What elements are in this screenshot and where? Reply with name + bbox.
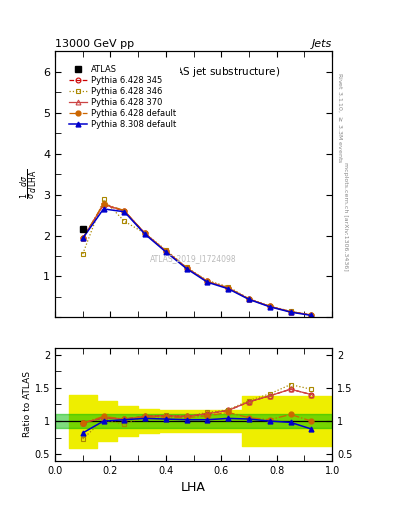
Pythia 8.308 default: [226, 286, 231, 292]
Pythia 8.308 default: [288, 309, 293, 315]
Pythia 6.428 346: [267, 303, 272, 309]
Pythia 6.428 default: [226, 285, 231, 291]
Line: Pythia 6.428 345: Pythia 6.428 345: [80, 202, 314, 317]
Pythia 6.428 default: [267, 303, 272, 309]
Pythia 6.428 346: [184, 264, 189, 270]
Pythia 6.428 346: [122, 218, 127, 224]
Pythia 6.428 370: [309, 312, 314, 318]
Pythia 8.308 default: [309, 312, 314, 318]
Line: Pythia 6.428 default: Pythia 6.428 default: [80, 201, 314, 317]
Pythia 8.308 default: [143, 231, 147, 238]
Pythia 6.428 345: [309, 312, 314, 318]
Pythia 6.428 default: [101, 201, 106, 207]
Pythia 6.428 345: [288, 309, 293, 315]
Pythia 6.428 370: [288, 309, 293, 315]
Pythia 8.308 default: [205, 279, 210, 285]
Text: ATLAS_2019_I1724098: ATLAS_2019_I1724098: [150, 254, 237, 263]
Pythia 6.428 default: [205, 279, 210, 285]
Text: Jets: Jets: [312, 38, 332, 49]
X-axis label: LHA: LHA: [181, 481, 206, 494]
Pythia 8.308 default: [184, 266, 189, 272]
Pythia 8.308 default: [247, 296, 252, 303]
Pythia 6.428 345: [81, 236, 85, 242]
Pythia 6.428 346: [101, 197, 106, 203]
Pythia 6.428 default: [122, 207, 127, 214]
Legend: ATLAS, Pythia 6.428 345, Pythia 6.428 346, Pythia 6.428 370, Pythia 6.428 defaul: ATLAS, Pythia 6.428 345, Pythia 6.428 34…: [65, 61, 180, 134]
Pythia 6.428 345: [205, 279, 210, 285]
Text: 13000 GeV pp: 13000 GeV pp: [55, 38, 134, 49]
Pythia 6.428 346: [309, 312, 314, 318]
Pythia 6.428 346: [205, 278, 210, 284]
Pythia 6.428 370: [226, 285, 231, 291]
Pythia 6.428 370: [184, 265, 189, 271]
Pythia 6.428 370: [143, 230, 147, 237]
Text: Rivet 3.1.10, $\geq$ 3.3M events: Rivet 3.1.10, $\geq$ 3.3M events: [336, 72, 343, 163]
Pythia 6.428 370: [163, 248, 168, 254]
Line: Pythia 6.428 370: Pythia 6.428 370: [80, 202, 314, 317]
Text: LHA $\lambda^1_{0.5}$ (ATLAS jet substructure): LHA $\lambda^1_{0.5}$ (ATLAS jet substru…: [107, 65, 280, 81]
Y-axis label: Ratio to ATLAS: Ratio to ATLAS: [23, 372, 32, 437]
Pythia 6.428 345: [226, 285, 231, 291]
Text: mcplots.cern.ch [arXiv:1306.3436]: mcplots.cern.ch [arXiv:1306.3436]: [343, 162, 348, 271]
Pythia 6.428 345: [247, 296, 252, 302]
Y-axis label: $\frac{1}{\sigma}\frac{d\sigma}{d\,\mathrm{LHA}}$: $\frac{1}{\sigma}\frac{d\sigma}{d\,\math…: [19, 169, 40, 199]
Pythia 8.308 default: [163, 249, 168, 255]
Pythia 6.428 default: [247, 296, 252, 302]
Pythia 6.428 default: [288, 309, 293, 315]
Pythia 6.428 370: [247, 296, 252, 302]
Pythia 6.428 default: [309, 312, 314, 318]
Pythia 6.428 346: [288, 308, 293, 314]
Pythia 6.428 345: [267, 303, 272, 309]
Line: Pythia 8.308 default: Pythia 8.308 default: [80, 206, 314, 318]
Pythia 8.308 default: [81, 236, 85, 242]
Line: Pythia 6.428 346: Pythia 6.428 346: [80, 197, 314, 317]
Pythia 6.428 345: [184, 265, 189, 271]
Pythia 8.308 default: [267, 304, 272, 310]
Pythia 6.428 345: [101, 202, 106, 208]
Pythia 6.428 default: [163, 248, 168, 254]
Pythia 8.308 default: [101, 206, 106, 212]
Pythia 6.428 370: [122, 208, 127, 214]
Pythia 6.428 370: [81, 236, 85, 242]
Pythia 6.428 346: [247, 295, 252, 302]
Pythia 6.428 345: [163, 248, 168, 254]
Pythia 6.428 345: [143, 230, 147, 237]
Pythia 6.428 370: [101, 201, 106, 207]
Pythia 6.428 370: [205, 279, 210, 285]
Pythia 8.308 default: [122, 209, 127, 215]
Pythia 6.428 346: [81, 251, 85, 257]
Pythia 6.428 default: [81, 236, 85, 242]
Pythia 6.428 346: [163, 247, 168, 253]
Pythia 6.428 default: [143, 230, 147, 237]
Pythia 6.428 345: [122, 208, 127, 214]
Pythia 6.428 default: [184, 265, 189, 271]
Pythia 6.428 346: [226, 284, 231, 290]
Pythia 6.428 370: [267, 303, 272, 309]
Pythia 6.428 346: [143, 230, 147, 237]
